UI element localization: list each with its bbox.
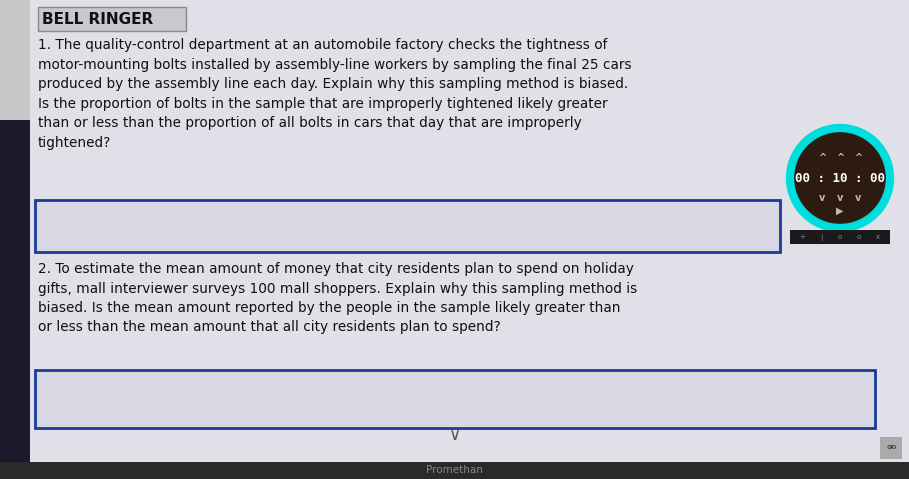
FancyBboxPatch shape — [38, 7, 186, 31]
FancyBboxPatch shape — [790, 230, 890, 244]
FancyBboxPatch shape — [35, 370, 875, 428]
FancyBboxPatch shape — [35, 200, 780, 252]
Text: +: + — [799, 234, 805, 240]
Text: ^: ^ — [854, 153, 862, 163]
Text: Promethan: Promethan — [425, 465, 483, 475]
FancyBboxPatch shape — [0, 0, 30, 120]
FancyBboxPatch shape — [880, 437, 902, 459]
FancyBboxPatch shape — [0, 0, 30, 479]
Text: o: o — [838, 234, 842, 240]
Text: ^: ^ — [836, 153, 844, 163]
Text: ⚮: ⚮ — [886, 443, 895, 453]
Text: |: | — [820, 233, 822, 240]
Text: ▶: ▶ — [836, 206, 844, 216]
Text: BELL RINGER: BELL RINGER — [42, 11, 154, 26]
Text: ∨: ∨ — [449, 426, 461, 444]
FancyBboxPatch shape — [30, 0, 909, 462]
Text: o: o — [857, 234, 861, 240]
Circle shape — [796, 134, 884, 222]
Text: ^: ^ — [818, 153, 826, 163]
Text: v: v — [819, 193, 825, 203]
Text: x: x — [876, 234, 880, 240]
Text: 00 : 10 : 00: 00 : 10 : 00 — [795, 171, 885, 184]
Text: 1. The quality-control department at an automobile factory checks the tightness : 1. The quality-control department at an … — [38, 38, 632, 149]
FancyBboxPatch shape — [0, 462, 909, 479]
Circle shape — [788, 126, 892, 230]
Text: v: v — [837, 193, 844, 203]
Text: 2. To estimate the mean amount of money that city residents plan to spend on hol: 2. To estimate the mean amount of money … — [38, 262, 637, 334]
Text: v: v — [854, 193, 861, 203]
